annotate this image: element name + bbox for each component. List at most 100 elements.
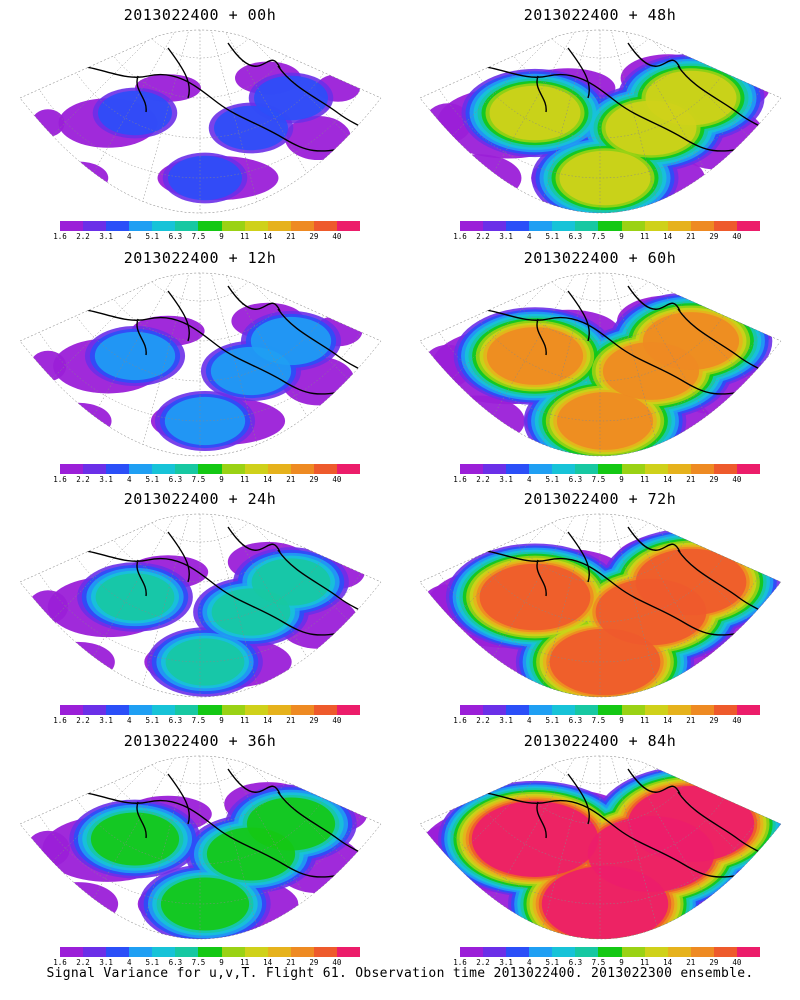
colorbar-tick-label: 29	[709, 958, 719, 967]
panel-title: 2013022400 + 48h	[523, 6, 677, 24]
colorbar-tick-label: 3.1	[99, 232, 113, 241]
colorbar-swatch	[313, 947, 337, 957]
conic-projection-map	[19, 513, 382, 698]
colorbar-swatch	[244, 221, 268, 231]
colorbar-tick-label: 4	[126, 232, 132, 241]
colorbar-tick-label: 6.3	[568, 716, 583, 725]
colorbar-tick-label: 14	[263, 475, 273, 484]
colorbar-tick-label: 9	[219, 716, 224, 725]
colorbar-swatch	[129, 705, 153, 715]
colorbar-swatch	[175, 464, 199, 474]
colorbar-tick-label: 21	[286, 232, 296, 241]
colorbar-swatch	[175, 221, 199, 231]
colorbar-tick-label: 3.1	[499, 232, 513, 241]
panel-title: 2013022400 + 00h	[123, 6, 277, 24]
colorbar-swatch	[529, 221, 553, 231]
colorbar-tick-label: 14	[663, 716, 673, 725]
colorbar-tick-label: 5.1	[545, 716, 560, 725]
map-panel: 2013022400 + 72h 1.6 2.2 3.1 4 5.1 6.3 7.5 9 11 14…	[400, 484, 800, 729]
colorbar-tick-label: 4	[126, 475, 132, 484]
colorbar-swatch	[221, 464, 245, 474]
colorbar-swatch	[267, 947, 291, 957]
colorbar-tick-label: 2.2	[476, 958, 490, 967]
colorbar-swatch	[83, 947, 107, 957]
colorbar-swatch	[221, 705, 245, 715]
colorbar-tick-label: 11	[640, 475, 650, 484]
colorbar-tick-label: 29	[709, 232, 719, 241]
colorbar-tick-labels: 1.6 2.2 3.1 4 5.1 6.3 7.5 9 11 14 21 29 40	[44, 475, 376, 485]
colorbar-tick-label: 2.2	[76, 716, 90, 725]
colorbar-swatch	[621, 464, 645, 474]
colorbar-tick-label: 21	[686, 475, 696, 484]
colorbar-tick-label: 4	[526, 232, 532, 241]
colorbar-tick-label: 29	[309, 232, 319, 241]
colorbar-tick-label: 11	[240, 716, 250, 725]
colorbar-tick-label: 11	[240, 232, 250, 241]
colorbar-swatch	[244, 947, 268, 957]
map-panel: 2013022400 + 60h 1.6 2.2 3.1 4 5.1 6.3 7.5 9 11 14…	[400, 243, 800, 488]
colorbar-tick-labels: 1.6 2.2 3.1 4 5.1 6.3 7.5 9 11 14 21 29 40	[44, 232, 376, 242]
colorbar-swatch	[621, 947, 645, 957]
colorbar-tick-labels: 1.6 2.2 3.1 4 5.1 6.3 7.5 9 11 14 21 29 40	[444, 232, 776, 242]
colorbar-tick-label: 2.2	[476, 232, 490, 241]
colorbar-swatch	[575, 464, 599, 474]
colorbar-swatch	[175, 705, 199, 715]
colorbar-swatch	[529, 705, 553, 715]
colorbar-tick-label: 4	[126, 716, 132, 725]
figure-caption: Signal Variance for u,v,T. Flight 61. Ob…	[46, 966, 754, 981]
colorbar-swatch	[336, 705, 361, 715]
colorbar-swatch	[506, 221, 530, 231]
colorbar-swatch	[244, 464, 268, 474]
colorbar-swatch	[667, 221, 691, 231]
colorbar-tick-label: 14	[663, 232, 673, 241]
colorbar-tick-label: 9	[619, 716, 624, 725]
colorbar-tick-label: 2.2	[76, 475, 90, 484]
colorbar-tick-label: 40	[732, 716, 742, 725]
colorbar-tick-label: 3.1	[499, 958, 513, 967]
colorbar-tick-label: 29	[309, 958, 319, 967]
colorbar-tick-label: 5.1	[145, 475, 160, 484]
colorbar-tick-label: 29	[309, 716, 319, 725]
colorbar-swatch	[644, 464, 668, 474]
panel-title: 2013022400 + 12h	[123, 249, 277, 267]
conic-projection-map	[419, 755, 782, 940]
colorbar-tick-label: 9	[619, 475, 624, 484]
colorbar-tick-label: 11	[640, 716, 650, 725]
colorbar-tick-label: 11	[640, 232, 650, 241]
colorbar-swatch	[83, 464, 107, 474]
map-panel: 2013022400 + 36h 1.6 2.2 3.1 4 5.1 6.3 7.5 9 11 14…	[0, 726, 400, 971]
colorbar	[460, 221, 761, 231]
colorbar	[60, 464, 361, 474]
colorbar-swatch	[60, 464, 84, 474]
colorbar-swatch	[60, 705, 84, 715]
map-panel: 2013022400 + 84h 1.6 2.2 3.1 4 5.1 6.3 7.5 9 11 14…	[400, 726, 800, 971]
colorbar-swatch	[221, 947, 245, 957]
colorbar-swatch	[267, 221, 291, 231]
colorbar-tick-label: 1.6	[453, 232, 467, 241]
colorbar-tick-label: 21	[686, 232, 696, 241]
colorbar-swatch	[552, 464, 576, 474]
colorbar	[460, 705, 761, 715]
colorbar-swatch	[221, 221, 245, 231]
colorbar-swatch	[129, 947, 153, 957]
colorbar-swatch	[483, 221, 507, 231]
colorbar-swatch	[598, 221, 622, 231]
colorbar-tick-label: 14	[263, 716, 273, 725]
colorbar-swatch	[736, 947, 761, 957]
colorbar-tick-label: 2.2	[476, 475, 490, 484]
colorbar-tick-label: 7.5	[191, 475, 206, 484]
colorbar-swatch	[621, 221, 645, 231]
conic-projection-map	[19, 272, 382, 457]
colorbar-swatch	[483, 947, 507, 957]
colorbar-tick-label: 2.2	[76, 232, 90, 241]
colorbar-tick-label: 1.6	[53, 958, 67, 967]
colorbar-tick-labels: 1.6 2.2 3.1 4 5.1 6.3 7.5 9 11 14 21 29 40	[444, 958, 776, 968]
map-panel: 2013022400 + 12h 1.6 2.2 3.1 4 5.1 6.3 7.5 9 11 14…	[0, 243, 400, 488]
colorbar-tick-label: 29	[309, 475, 319, 484]
colorbar-tick-label: 9	[219, 232, 224, 241]
colorbar-swatch	[575, 947, 599, 957]
colorbar-tick-label: 11	[240, 475, 250, 484]
colorbar-swatch	[713, 947, 737, 957]
colorbar-tick-label: 14	[263, 232, 273, 241]
